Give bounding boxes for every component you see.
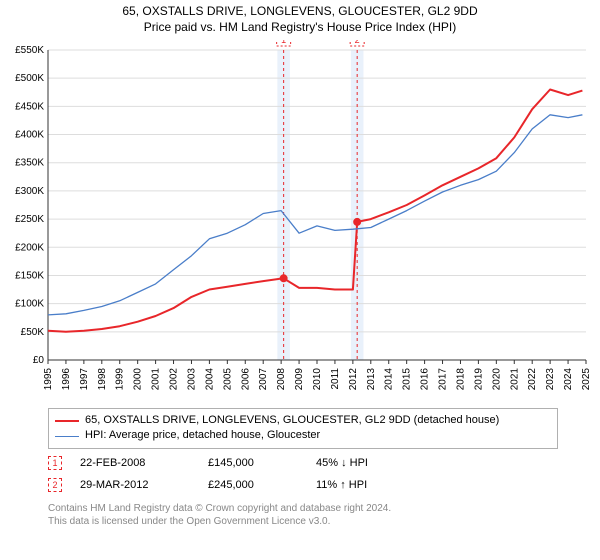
svg-text:1998: 1998 <box>97 368 108 391</box>
svg-text:1997: 1997 <box>79 368 90 391</box>
svg-text:2018: 2018 <box>455 368 466 391</box>
svg-text:2000: 2000 <box>133 368 144 391</box>
legend: 65, OXSTALLS DRIVE, LONGLEVENS, GLOUCEST… <box>48 408 558 449</box>
svg-text:2003: 2003 <box>186 368 197 391</box>
sale-date: 22-FEB-2008 <box>80 457 190 469</box>
legend-label: 65, OXSTALLS DRIVE, LONGLEVENS, GLOUCEST… <box>85 413 499 428</box>
svg-text:1995: 1995 <box>43 368 54 391</box>
chart-subtitle: Price paid vs. HM Land Registry's House … <box>0 20 600 38</box>
svg-text:2023: 2023 <box>545 368 556 391</box>
svg-text:2009: 2009 <box>294 368 305 391</box>
svg-text:2010: 2010 <box>312 368 323 391</box>
credits-line2: This data is licensed under the Open Gov… <box>48 515 558 528</box>
svg-text:2024: 2024 <box>563 368 574 391</box>
credits-line1: Contains HM Land Registry data © Crown c… <box>48 502 558 515</box>
sale-price: £245,000 <box>208 479 298 491</box>
sale-marker: 1 <box>48 456 62 470</box>
svg-text:2016: 2016 <box>420 368 431 391</box>
svg-text:£100K: £100K <box>15 299 44 310</box>
svg-text:2006: 2006 <box>240 368 251 391</box>
svg-text:2019: 2019 <box>473 368 484 391</box>
svg-text:1: 1 <box>281 40 286 45</box>
svg-text:1999: 1999 <box>115 368 126 391</box>
svg-text:1996: 1996 <box>61 368 72 391</box>
line-chart: £0 £50K £100K £150K £200K £250K £300K £350K £400… <box>0 40 600 400</box>
legend-swatch <box>55 436 79 437</box>
svg-text:2014: 2014 <box>384 368 395 391</box>
svg-text:2008: 2008 <box>276 368 287 391</box>
svg-text:£350K: £350K <box>15 158 44 169</box>
svg-text:2025: 2025 <box>581 368 592 391</box>
svg-text:2004: 2004 <box>204 368 215 391</box>
svg-text:2020: 2020 <box>491 368 502 391</box>
svg-text:£50K: £50K <box>21 327 45 338</box>
legend-row: 65, OXSTALLS DRIVE, LONGLEVENS, GLOUCEST… <box>55 413 551 428</box>
svg-text:2017: 2017 <box>438 368 449 391</box>
svg-text:2013: 2013 <box>366 368 377 391</box>
sales-table: 1 22-FEB-2008 £145,000 45% ↓ HPI 2 29-MAR-201… <box>48 452 558 496</box>
chart-title: 65, OXSTALLS DRIVE, LONGLEVENS, GLOUCEST… <box>0 0 600 20</box>
sale-diff: 11% ↑ HPI <box>316 479 406 491</box>
svg-text:2: 2 <box>355 40 360 45</box>
svg-text:£450K: £450K <box>15 101 44 112</box>
svg-text:2022: 2022 <box>527 368 538 391</box>
legend-row: HPI: Average price, detached house, Glou… <box>55 428 551 443</box>
credits: Contains HM Land Registry data © Crown c… <box>48 502 558 528</box>
svg-text:2012: 2012 <box>348 368 359 391</box>
legend-label: HPI: Average price, detached house, Glou… <box>85 428 320 443</box>
svg-text:2015: 2015 <box>402 368 413 391</box>
legend-swatch <box>55 420 79 422</box>
svg-text:2021: 2021 <box>509 368 520 391</box>
svg-text:£250K: £250K <box>15 214 44 225</box>
svg-text:£200K: £200K <box>15 242 44 253</box>
svg-text:£500K: £500K <box>15 73 44 84</box>
sale-row: 1 22-FEB-2008 £145,000 45% ↓ HPI <box>48 452 558 474</box>
svg-text:£300K: £300K <box>15 186 44 197</box>
sale-price: £145,000 <box>208 457 298 469</box>
svg-text:£550K: £550K <box>15 45 44 56</box>
svg-text:£150K: £150K <box>15 270 44 281</box>
svg-text:2002: 2002 <box>169 368 180 391</box>
sale-date: 29-MAR-2012 <box>80 479 190 491</box>
chart-area: £0 £50K £100K £150K £200K £250K £300K £350K £400… <box>0 40 600 400</box>
sale-row: 2 29-MAR-2012 £245,000 11% ↑ HPI <box>48 474 558 496</box>
sale-diff: 45% ↓ HPI <box>316 457 406 469</box>
sale-marker: 2 <box>48 478 62 492</box>
svg-text:2011: 2011 <box>330 368 341 390</box>
svg-text:2005: 2005 <box>222 368 233 391</box>
svg-text:£400K: £400K <box>15 130 44 141</box>
svg-text:2007: 2007 <box>258 368 269 391</box>
svg-text:2001: 2001 <box>151 368 162 391</box>
svg-text:£0: £0 <box>33 355 45 366</box>
